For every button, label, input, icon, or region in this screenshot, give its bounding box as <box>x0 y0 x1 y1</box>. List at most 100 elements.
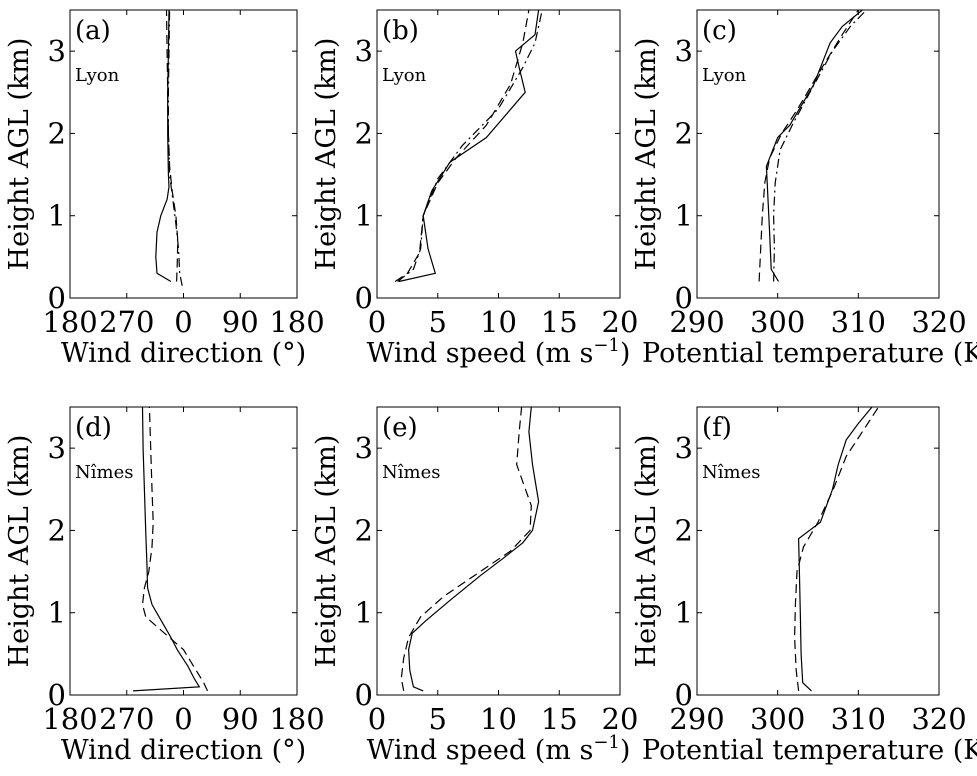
x-tick-label: 20 <box>602 702 639 736</box>
x-tick-label: 300 <box>750 702 805 736</box>
series-line-dashed <box>141 406 209 692</box>
y-axis-label: Height AGL (km) <box>631 38 662 271</box>
series-line-dashdot <box>772 9 867 282</box>
series-line-dashed <box>793 406 880 691</box>
y-axis-label: Height AGL (km) <box>311 435 342 668</box>
x-tick-label: 290 <box>669 702 724 736</box>
x-tick-label: 180 <box>269 305 324 339</box>
y-tick-label: 3 <box>48 431 66 465</box>
series-line-solid <box>407 406 540 692</box>
y-tick-label: 0 <box>675 281 693 315</box>
series-line-dashed <box>165 9 179 282</box>
series-line-solid <box>133 406 201 692</box>
y-tick-label: 2 <box>675 513 693 547</box>
plot-frame <box>69 406 298 696</box>
y-tick-label: 0 <box>48 281 66 315</box>
x-tick-label: 15 <box>541 305 578 339</box>
x-axis-label-exponent: −1 <box>593 732 620 753</box>
station-label: Lyon <box>75 65 120 86</box>
x-tick-label: 20 <box>602 305 639 339</box>
x-axis-label: Potential temperature (K) <box>642 735 977 766</box>
y-tick-label: 1 <box>48 596 66 630</box>
y-tick-label: 2 <box>355 116 373 150</box>
panel-label: (c) <box>702 16 737 46</box>
x-tick-label: 5 <box>429 305 447 339</box>
x-axis-label-end: ) <box>620 338 631 369</box>
plot-frame <box>376 9 621 299</box>
x-tick-label: 5 <box>429 702 447 736</box>
chart-panel-2: 0 5 10 15 20 0 1 2 3 Wind speed (m s−1) Height AGL… <box>311 9 639 369</box>
x-tick-label: 0 <box>368 305 386 339</box>
y-tick-label: 0 <box>675 678 693 712</box>
x-axis-label: Potential temperature (K) <box>642 338 977 369</box>
x-tick-label: 270 <box>99 305 154 339</box>
x-tick-label: 320 <box>911 702 966 736</box>
x-axis-label: Wind direction (°) <box>61 735 306 766</box>
y-tick-label: 0 <box>48 678 66 712</box>
plot-frame <box>376 406 621 696</box>
chart-panel-5: 0 5 10 15 20 0 1 2 3 Wind speed (m s−1) Height AGL… <box>311 406 639 766</box>
x-tick-label: 10 <box>480 305 517 339</box>
y-tick-label: 1 <box>675 596 693 630</box>
series-line-solid <box>765 9 863 282</box>
x-axis-label: Wind direction (°) <box>61 338 306 369</box>
station-label: Lyon <box>702 65 747 86</box>
station-label: Nîmes <box>382 462 440 483</box>
panel-label: (d) <box>75 413 112 443</box>
series-line-solid <box>398 9 540 283</box>
y-axis-label: Height AGL (km) <box>311 38 342 271</box>
x-tick-label: 300 <box>750 305 805 339</box>
x-tick-label: 15 <box>541 702 578 736</box>
chart-panel-6: 290 300 310 320 0 1 2 3 Potential temperature (K… <box>631 406 977 766</box>
y-tick-label: 3 <box>355 34 373 68</box>
y-tick-label: 3 <box>48 34 66 68</box>
x-tick-label: 180 <box>42 305 97 339</box>
y-axis-label: Height AGL (km) <box>4 435 35 668</box>
y-tick-label: 3 <box>675 431 693 465</box>
y-tick-label: 1 <box>355 199 373 233</box>
plot-frame <box>696 406 940 696</box>
y-tick-label: 2 <box>48 513 66 547</box>
x-axis-label: Wind speed (m s−1) <box>367 732 631 766</box>
station-label: Nîmes <box>75 462 133 483</box>
x-tick-label: 320 <box>911 305 966 339</box>
x-tick-label: 90 <box>222 305 259 339</box>
plot-frame <box>696 9 940 299</box>
series-line-solid <box>797 406 873 692</box>
y-tick-label: 1 <box>675 199 693 233</box>
x-tick-label: 0 <box>368 702 386 736</box>
station-label: Lyon <box>382 65 427 86</box>
y-tick-label: 2 <box>48 116 66 150</box>
y-axis-label: Height AGL (km) <box>631 435 662 668</box>
y-tick-label: 1 <box>355 596 373 630</box>
x-tick-label: 310 <box>831 305 886 339</box>
x-tick-label: 270 <box>99 702 154 736</box>
x-axis-label-exponent: −1 <box>593 335 620 356</box>
x-tick-label: 0 <box>174 702 192 736</box>
x-tick-label: 310 <box>831 702 886 736</box>
y-tick-label: 3 <box>675 34 693 68</box>
y-tick-label: 2 <box>675 116 693 150</box>
y-tick-label: 1 <box>48 199 66 233</box>
panel-label: (a) <box>75 16 111 46</box>
chart-panel-3: 290 300 310 320 0 1 2 3 Potential temperature (K… <box>631 9 977 369</box>
series-line-dashed <box>394 9 530 282</box>
x-tick-label: 290 <box>669 305 724 339</box>
series-line-dashdot <box>167 9 183 286</box>
panel-label: (f) <box>702 413 732 443</box>
x-tick-label: 10 <box>480 702 517 736</box>
x-tick-label: 90 <box>222 702 259 736</box>
y-tick-label: 3 <box>355 431 373 465</box>
y-tick-label: 2 <box>355 513 373 547</box>
panel-label: (e) <box>382 413 418 443</box>
series-line-dashdot <box>397 9 543 282</box>
panel-label: (b) <box>382 16 419 46</box>
series-line-dashed <box>400 406 532 692</box>
x-tick-label: 0 <box>174 305 192 339</box>
y-tick-label: 0 <box>355 678 373 712</box>
y-axis-label: Height AGL (km) <box>4 38 35 271</box>
x-axis-label: Wind speed (m s−1) <box>367 335 631 369</box>
